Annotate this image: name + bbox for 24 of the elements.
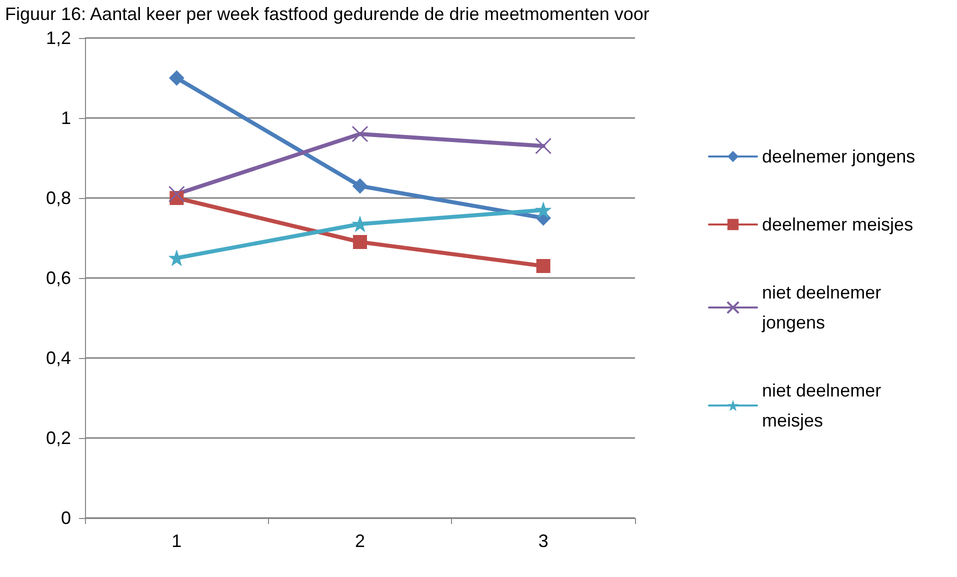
point (535, 138, 552, 154)
point (352, 126, 368, 142)
point (352, 216, 368, 232)
y-tick-label: 1,2 (46, 28, 71, 48)
y-tick-label: 0,4 (46, 348, 71, 368)
point (536, 202, 551, 218)
y-tick-label: 0,8 (46, 188, 71, 208)
legend-label: niet deelnemer meisjes (762, 380, 886, 430)
y-tick-label: 0,6 (46, 268, 71, 288)
y-tick-label: 0 (60, 508, 71, 528)
point (168, 186, 185, 202)
x-tick-label: 2 (354, 531, 366, 551)
x-tick-label: 1 (172, 531, 182, 551)
legend-label: niet deelnemer jongens (761, 282, 886, 332)
point (536, 259, 550, 273)
x-tick-label: 3 (538, 531, 548, 551)
y-tick-label: 1 (60, 108, 71, 128)
y-tick-label: 0,2 (46, 428, 71, 448)
legend-label: deelnemer meisjes (762, 214, 914, 234)
chart-title: Figuur 16: Aantal keer per week fastfood gedurende de drie meetmomenten voor (5, 4, 650, 24)
point (169, 70, 184, 86)
legend-label: deelnemer jongens (762, 146, 916, 166)
point (352, 178, 368, 194)
point (353, 235, 367, 249)
